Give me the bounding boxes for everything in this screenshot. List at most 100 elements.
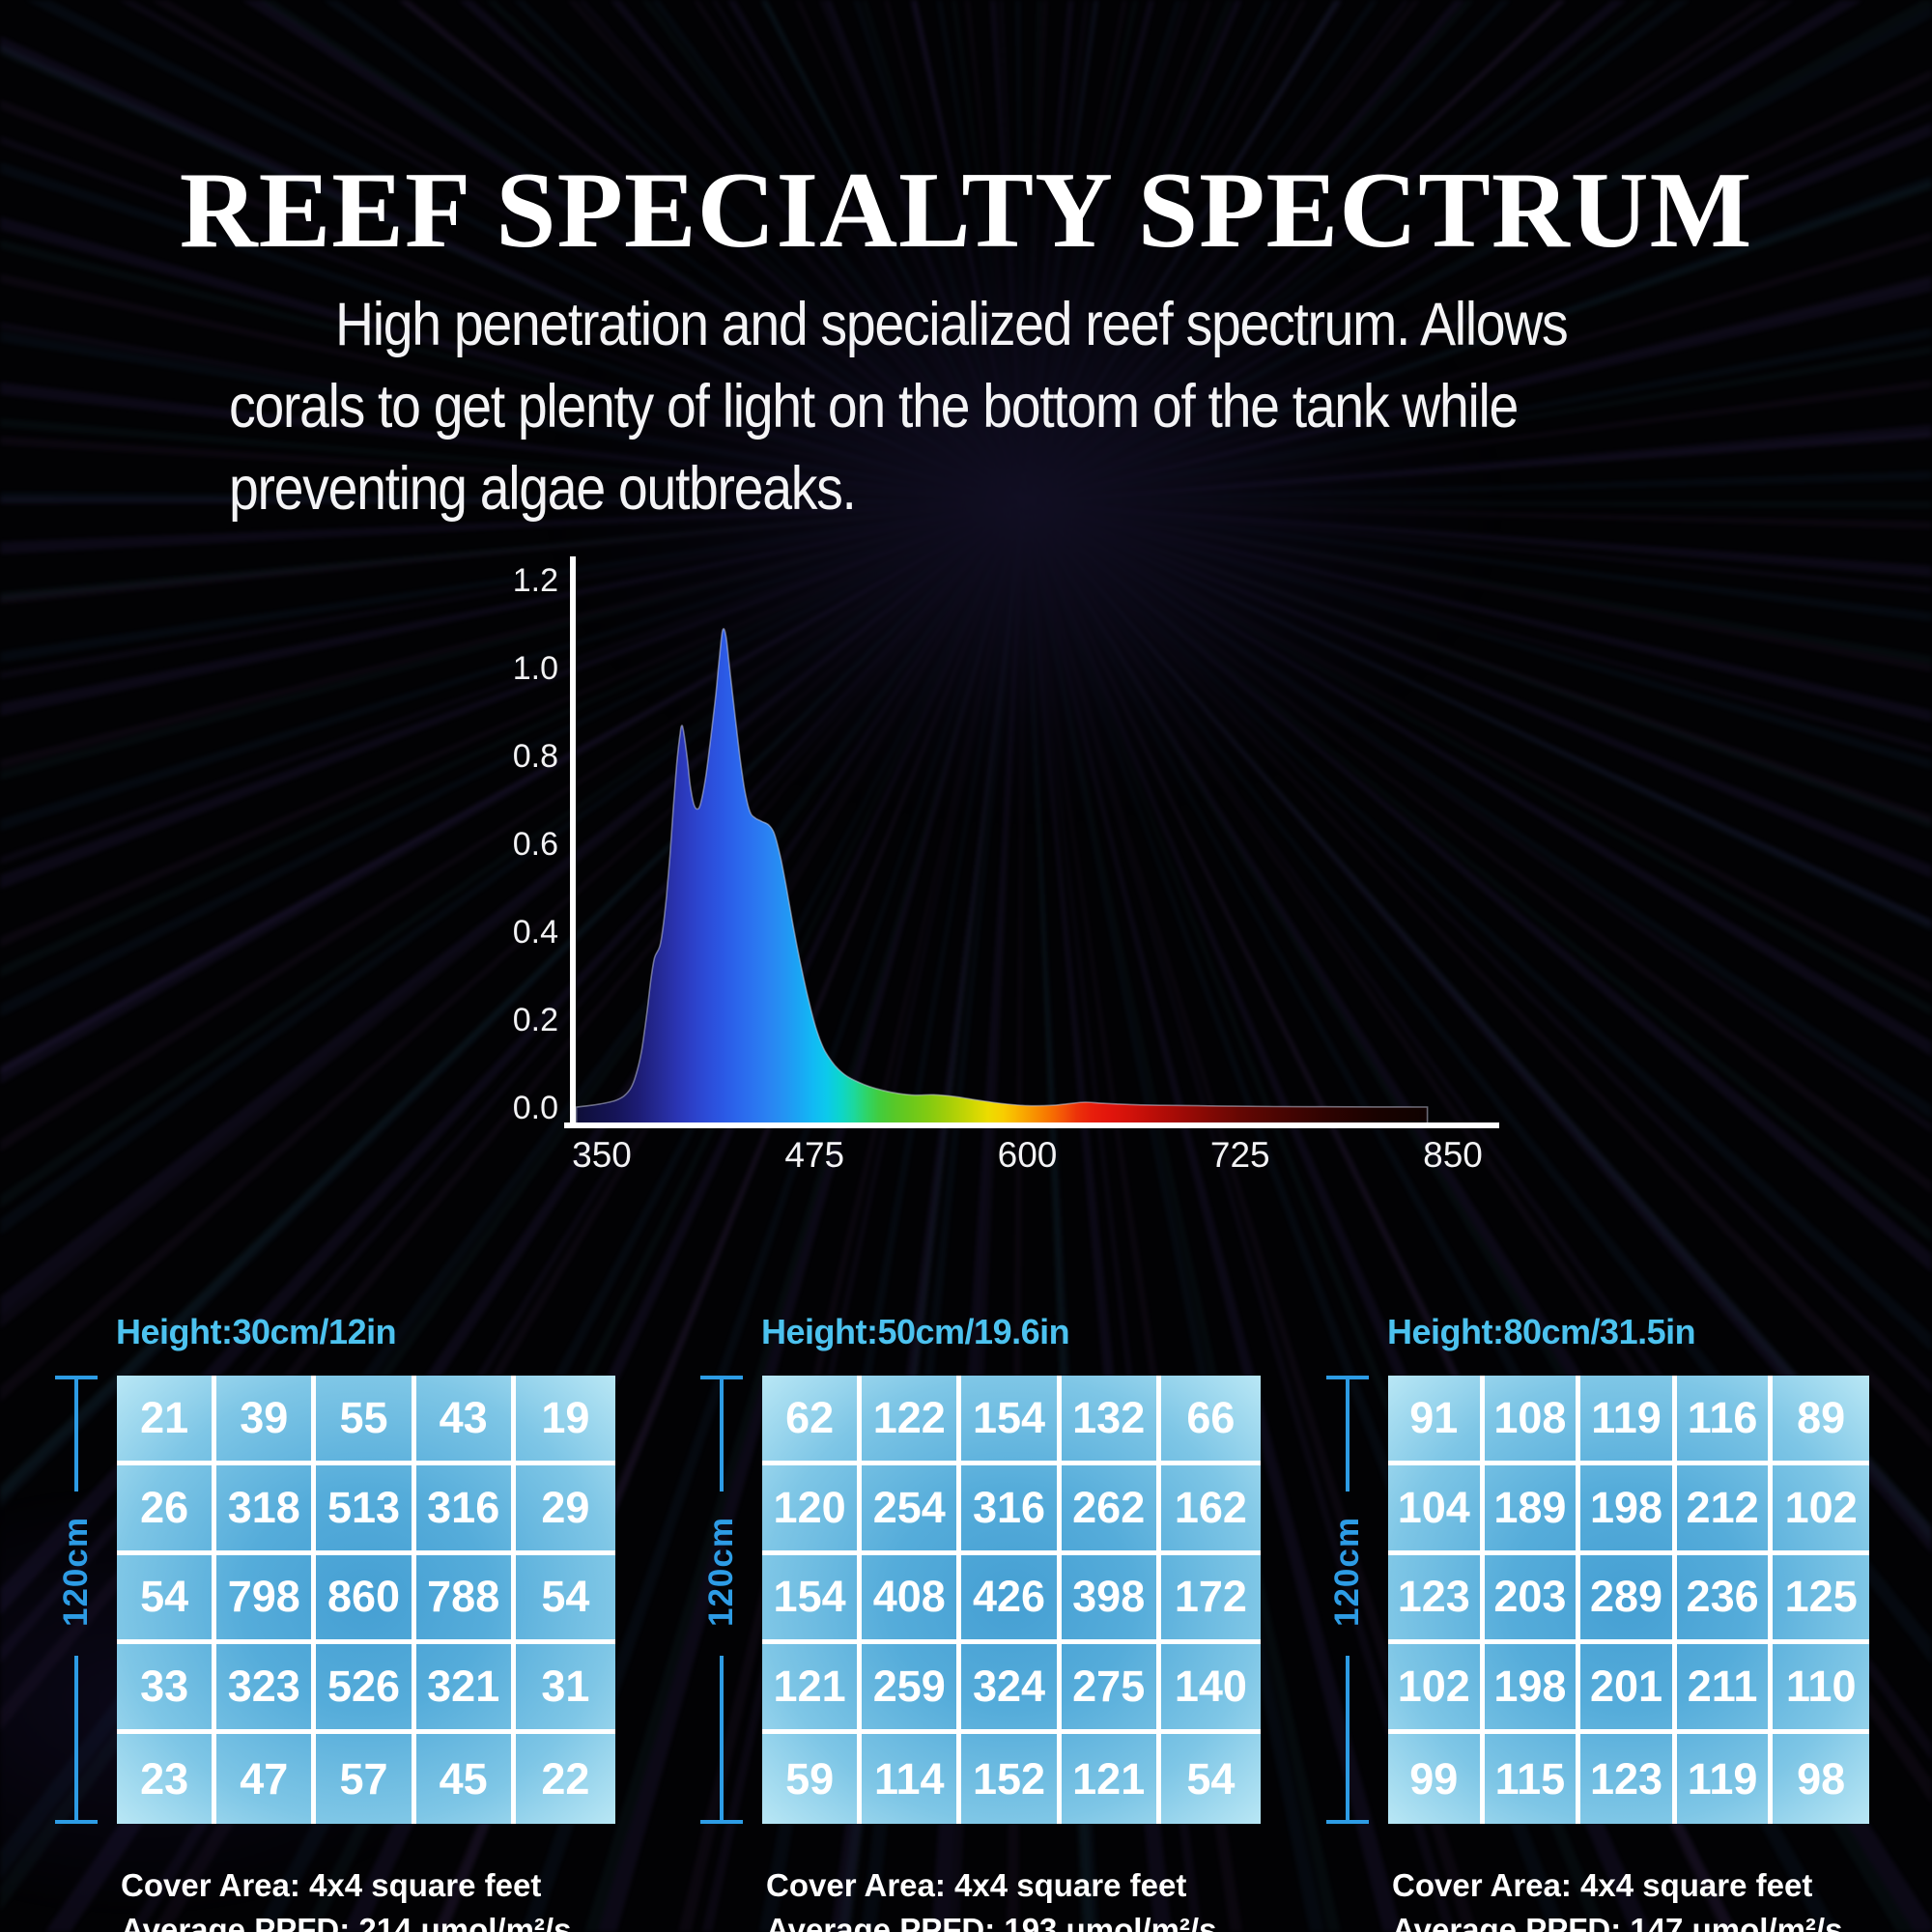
dimension-cap-top — [1326, 1376, 1369, 1379]
avg-ppfd-text: Average PPFD: 147 umol/m²/s — [1392, 1912, 1843, 1932]
ppfd-value-cell: 39 — [216, 1376, 317, 1465]
ppfd-value-cell: 172 — [1160, 1555, 1261, 1645]
ppfd-value-cell: 104 — [1388, 1464, 1485, 1555]
dimension-cap-bottom — [1326, 1820, 1369, 1824]
dimension-cap-bottom — [55, 1820, 98, 1824]
ppfd-value-cell: 19 — [515, 1376, 615, 1465]
y-axis-tick-label: 0.6 — [513, 826, 558, 863]
ppfd-value-cell: 54 — [515, 1555, 615, 1645]
y-axis-tick-label: 0.0 — [513, 1090, 558, 1126]
ppfd-value-cell: 201 — [1580, 1644, 1677, 1735]
y-axis-tick-label: 0.8 — [513, 738, 558, 775]
ppfd-value-cell: 152 — [961, 1734, 1062, 1824]
description: High penetration and specialized reef sp… — [229, 284, 1932, 530]
dimension-line-bottom — [720, 1656, 724, 1820]
ppfd-value-cell: 59 — [762, 1734, 863, 1824]
ppfd-value-cell: 259 — [862, 1644, 962, 1735]
ppfd-table: 91 108 119 116 89 104 189 198 212 102 123 203 289 236… — [1388, 1376, 1869, 1824]
ppfd-value-cell: 189 — [1484, 1464, 1581, 1555]
ppfd-value-cell: 120 — [762, 1464, 863, 1555]
dimension-cap-bottom — [700, 1820, 743, 1824]
coverage-panel-height-50cm: Height:50cm/19.6in 120cm 62 122 154 132 66 12… — [700, 1312, 1299, 1932]
cover-area-text: Cover Area: 4x4 square feet — [766, 1867, 1187, 1903]
ppfd-value-cell: 398 — [1061, 1554, 1161, 1645]
ppfd-value-cell: 254 — [862, 1464, 962, 1555]
ppfd-value-cell: 316 — [415, 1464, 516, 1555]
dimension-line-top — [1346, 1379, 1350, 1492]
cover-area-text: Cover Area: 4x4 square feet — [1392, 1867, 1813, 1903]
dimension-line-bottom — [74, 1656, 78, 1820]
coverage-panel-height-30cm: Height:30cm/12in 120cm 21 39 55 43 19 26 318 51… — [55, 1312, 654, 1932]
ppfd-value-cell: 47 — [216, 1734, 317, 1824]
ppfd-value-cell: 154 — [762, 1554, 863, 1645]
dimension-line-top — [720, 1379, 724, 1492]
ppfd-value-cell: 526 — [316, 1644, 416, 1735]
ppfd-table: 21 39 55 43 19 26 318 513 316 29 54 798 860 788 54 33 32… — [117, 1376, 615, 1824]
ppfd-value-cell: 122 — [862, 1376, 962, 1465]
ppfd-value-cell: 236 — [1676, 1554, 1774, 1645]
ppfd-value-cell: 108 — [1484, 1376, 1581, 1465]
ppfd-value-cell: 54 — [1186, 1753, 1236, 1804]
y-axis-tick-label: 1.0 — [513, 650, 558, 687]
height-dimension-annotation: 120cm — [700, 1376, 743, 1824]
ppfd-value-cell: 289 — [1580, 1554, 1677, 1645]
ppfd-value-cell: 788 — [415, 1554, 516, 1645]
ppfd-value-cell: 123 — [1580, 1734, 1677, 1824]
ppfd-value-cell: 115 — [1485, 1734, 1581, 1824]
ppfd-value-cell: 860 — [316, 1554, 416, 1645]
ppfd-value-cell: 102 — [1773, 1465, 1869, 1555]
ppfd-value-cell: 316 — [961, 1464, 1062, 1555]
ppfd-value-cell: 408 — [862, 1554, 962, 1645]
y-axis-tick-label: 1.2 — [513, 562, 558, 599]
ppfd-value-cell: 102 — [1388, 1644, 1485, 1735]
ppfd-value-cell: 798 — [216, 1554, 317, 1645]
panel-height-label: Height:50cm/19.6in — [761, 1312, 1070, 1351]
dimension-label: 120cm — [702, 1517, 740, 1627]
ppfd-value-cell: 318 — [216, 1464, 317, 1555]
panel-height-label: Height:30cm/12in — [116, 1312, 397, 1351]
ppfd-value-cell: 212 — [1676, 1464, 1774, 1555]
ppfd-value-cell: 262 — [1061, 1464, 1161, 1555]
panel-height-label: Height:80cm/31.5in — [1387, 1312, 1696, 1351]
ppfd-value-cell: 154 — [961, 1376, 1062, 1465]
dimension-cap-top — [700, 1376, 743, 1379]
ppfd-value-cell: 426 — [961, 1554, 1062, 1645]
ppfd-value-cell: 162 — [1160, 1465, 1261, 1555]
dimension-line-top — [74, 1379, 78, 1492]
dimension-label: 120cm — [57, 1517, 95, 1627]
spectrum-chart: 0.0 0.2 0.4 0.6 0.8 1.0 1.2 350 475 600 725 850 — [513, 556, 1499, 1175]
description-line-2: corals to get plenty of light on the bot… — [229, 373, 1519, 440]
ppfd-value-cell: 323 — [216, 1644, 317, 1735]
ppfd-value-cell: 513 — [316, 1464, 416, 1555]
description-line-3: preventing algae outbreaks. — [229, 455, 857, 523]
ppfd-value-cell: 121 — [762, 1644, 863, 1735]
ppfd-value-cell: 116 — [1676, 1376, 1774, 1465]
ppfd-value-cell: 321 — [415, 1644, 516, 1735]
ppfd-value-cell: 23 — [117, 1734, 217, 1824]
ppfd-value-cell: 29 — [515, 1465, 615, 1555]
avg-ppfd-text: Average PPFD: 193 umol/m²/s — [766, 1912, 1217, 1932]
ppfd-value-cell: 324 — [961, 1644, 1062, 1735]
ppfd-value-cell: 55 — [316, 1376, 416, 1465]
ppfd-value-cell: 91 — [1388, 1376, 1485, 1465]
ppfd-value-cell: 123 — [1388, 1554, 1485, 1645]
dimension-label: 120cm — [1328, 1517, 1366, 1627]
ppfd-value-cell: 121 — [1062, 1734, 1161, 1824]
ppfd-value-cell: 21 — [117, 1376, 217, 1465]
ppfd-value-cell: 132 — [1061, 1376, 1161, 1465]
ppfd-value-cell: 31 — [515, 1644, 615, 1735]
height-dimension-annotation: 120cm — [55, 1376, 98, 1824]
ppfd-value-cell: 57 — [316, 1734, 416, 1824]
ppfd-value-cell: 22 — [541, 1753, 590, 1804]
y-axis-tick-label: 0.2 — [513, 1002, 558, 1038]
dimension-line-bottom — [1346, 1656, 1350, 1820]
ppfd-value-cell: 99 — [1388, 1734, 1485, 1824]
height-dimension-annotation: 120cm — [1326, 1376, 1369, 1824]
ppfd-value-cell: 89 — [1773, 1376, 1869, 1465]
ppfd-value-cell: 66 — [1160, 1376, 1261, 1465]
description-line-1: High penetration and specialized reef sp… — [335, 291, 1569, 358]
ppfd-value-cell: 275 — [1061, 1644, 1161, 1735]
ppfd-value-cell: 45 — [416, 1734, 516, 1824]
ppfd-value-cell: 98 — [1797, 1753, 1846, 1804]
